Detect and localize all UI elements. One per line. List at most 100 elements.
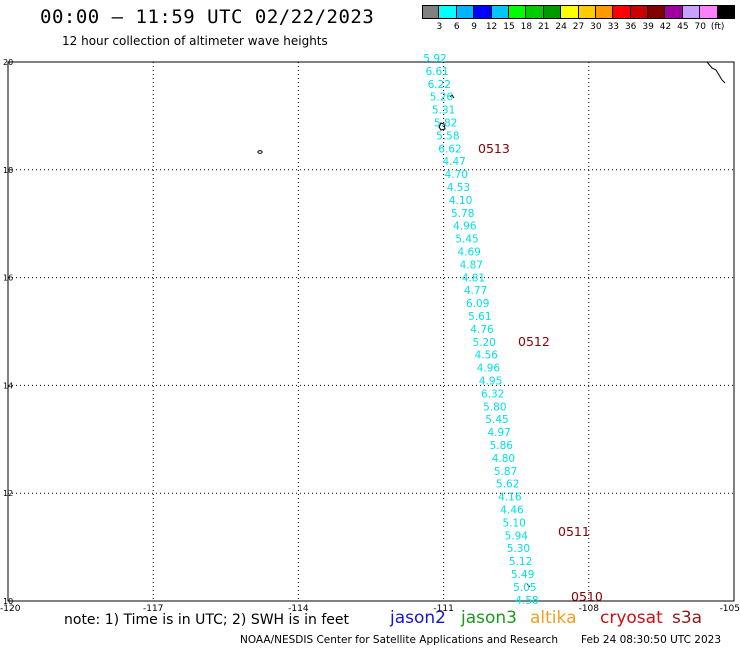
lon-tick-label: -105 — [720, 604, 740, 614]
swh-value: 4.97 — [487, 427, 510, 439]
swh-value: 5.94 — [505, 530, 529, 542]
swh-value: 4.76 — [470, 324, 494, 336]
legend-swatch — [613, 5, 631, 19]
swh-value: 6.22 — [428, 79, 451, 91]
satellite-jason3: jason3 — [461, 608, 517, 628]
legend-swatch — [717, 5, 736, 19]
legend-swatch — [491, 5, 509, 19]
map-subtitle: 12 hour collection of altimeter wave hei… — [62, 34, 328, 48]
legend-label: 3 — [436, 22, 443, 32]
swh-value: 4.80 — [492, 453, 515, 465]
color-legend — [422, 5, 736, 19]
generation-timestamp: Feb 24 08:30:50 UTC 2023 — [581, 634, 721, 646]
pass-time-label: 0510 — [571, 589, 603, 604]
swh-value: 5.58 — [436, 130, 459, 142]
lon-tick-label: -108 — [579, 604, 600, 614]
swh-value: 5.62 — [496, 479, 519, 491]
lat-tick-label: 12 — [3, 489, 13, 498]
color-legend-labels: 3 6 9 12 15 18 21 24 27 30 33 36 39 42 45 70 (ft) — [422, 22, 726, 32]
legend-label: 45 — [677, 22, 689, 32]
swh-value: 4.87 — [460, 259, 483, 271]
legend-swatch — [682, 5, 701, 19]
legend-swatch — [422, 5, 440, 19]
lat-tick-label: 20 — [3, 58, 13, 67]
lon-tick-label: -120 — [0, 604, 21, 614]
swh-value: 5.92 — [423, 53, 446, 65]
swh-value: 4.70 — [445, 169, 468, 181]
footer-note: note: 1) Time is in UTC; 2) SWH is in fe… — [64, 612, 350, 628]
legend-swatch — [578, 5, 596, 19]
legend-label: 9 — [471, 22, 478, 32]
legend-swatch — [665, 5, 683, 19]
coastline — [257, 61, 726, 588]
lat-tick-label: 16 — [3, 274, 13, 283]
legend-label: (ft) — [710, 22, 725, 32]
swh-value: 5.49 — [511, 569, 534, 581]
swh-value: 4.53 — [447, 182, 470, 194]
satellite-track: 5.926.616.225.265.315.825.586.624.474.70… — [423, 53, 538, 607]
swh-value: 4.69 — [457, 247, 480, 259]
lat-tick-label: 14 — [3, 381, 13, 390]
map-axes: -120 -117 -114 -111 -108 -105 20 18 16 14 12 10 — [0, 58, 740, 614]
swh-value: 5.12 — [509, 556, 532, 568]
satellite-jason2: jason2 — [390, 608, 446, 628]
legend-swatch — [474, 5, 492, 19]
legend-swatch — [456, 5, 475, 19]
swh-value: 5.45 — [455, 234, 478, 246]
satellite-cryosat: cryosat — [600, 608, 663, 628]
legend-swatch — [526, 5, 544, 19]
swh-value: 4.16 — [498, 492, 522, 504]
swh-value: 5.82 — [434, 118, 457, 130]
satellite-s3a: s3a — [672, 608, 703, 628]
legend-label: 12 — [485, 22, 498, 32]
pass-time-label: 0512 — [518, 334, 550, 349]
legend-swatch — [439, 5, 457, 19]
swh-value: 6.61 — [425, 66, 448, 78]
swh-value: 5.61 — [468, 311, 491, 323]
legend-label: 21 — [538, 22, 550, 32]
satellite-altika: altika — [530, 608, 577, 628]
legend-label: 24 — [555, 22, 567, 32]
legend-label: 30 — [590, 22, 602, 32]
legend-swatch — [595, 5, 614, 19]
swh-value: 5.45 — [485, 414, 508, 426]
map-title: 00:00 — 11:59 UTC 02/22/2023 — [40, 6, 375, 28]
legend-label: 18 — [520, 22, 533, 32]
swh-value: 5.26 — [430, 92, 454, 104]
swh-value: 5.05 — [513, 582, 536, 594]
swh-value: 4.46 — [500, 505, 524, 517]
map-grid — [7, 61, 735, 602]
swh-value: 6.62 — [438, 143, 461, 155]
swh-value: 5.20 — [472, 337, 495, 349]
swh-value: 4.47 — [442, 156, 465, 168]
legend-label: 36 — [624, 22, 637, 32]
swh-value: 5.10 — [502, 517, 525, 529]
swh-value: 5.31 — [432, 105, 455, 117]
pass-time-label: 0513 — [478, 141, 510, 156]
lon-tick-label: -117 — [143, 604, 163, 614]
legend-label: 15 — [503, 22, 515, 32]
lat-tick-label: 18 — [3, 166, 13, 175]
pass-time-label: 0511 — [558, 524, 590, 539]
legend-label: 70 — [694, 22, 706, 32]
legend-swatch — [700, 5, 718, 19]
legend-label: 42 — [659, 22, 672, 32]
swh-value: 5.87 — [494, 466, 517, 478]
legend-label: 39 — [642, 22, 654, 32]
swh-value: 5.80 — [483, 401, 506, 413]
credit-line: NOAA/NESDIS Center for Satellite Applica… — [240, 634, 558, 646]
swh-value: 4.10 — [449, 195, 472, 207]
legend-label: 33 — [607, 22, 620, 32]
swh-value: 5.78 — [451, 208, 474, 220]
swh-value: 6.09 — [466, 298, 489, 310]
swh-value: 5.30 — [507, 543, 530, 555]
swh-value: 4.96 — [477, 363, 501, 375]
legend-swatch — [648, 5, 666, 19]
legend-swatch — [561, 5, 579, 19]
swh-value: 4.81 — [462, 272, 485, 284]
lon-tick-label: -114 — [288, 604, 309, 614]
swh-value: 4.95 — [479, 376, 502, 388]
swh-value: 4.96 — [453, 221, 477, 233]
lat-tick-label: 10 — [3, 597, 13, 606]
